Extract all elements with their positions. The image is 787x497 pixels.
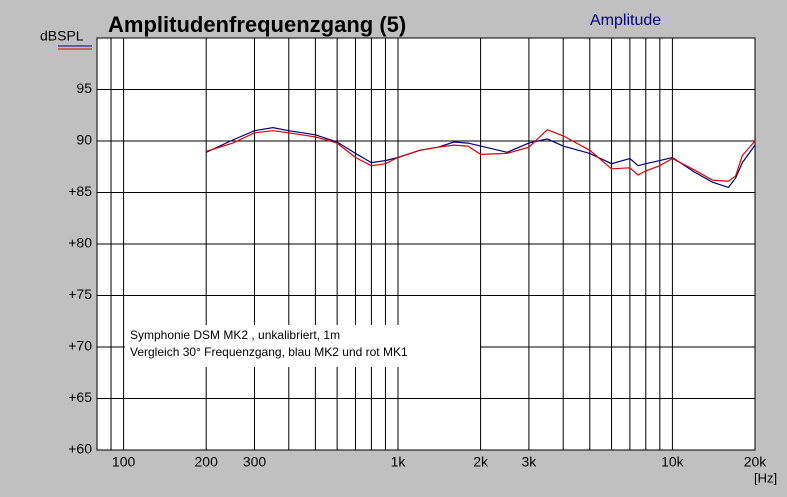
plot-border xyxy=(96,37,756,451)
y-tick-label: 90 xyxy=(76,132,92,148)
y-tick-label: +65 xyxy=(68,389,92,405)
x-tick-label: 20k xyxy=(744,454,768,470)
subtitle: Amplitude xyxy=(590,12,661,29)
y-tick-label: +60 xyxy=(68,441,92,457)
series-line xyxy=(206,129,756,182)
x-tick-label: 2k xyxy=(473,454,489,470)
y-axis-label: dBSPL xyxy=(40,28,84,44)
annotation: Symphonie DSM MK2 , unkalibriert, 1m xyxy=(130,328,340,342)
x-tick-label: 100 xyxy=(112,454,136,470)
x-axis-label: [Hz] xyxy=(754,470,777,485)
annotation-box xyxy=(125,325,480,367)
x-tick-label: 10k xyxy=(661,454,685,470)
x-tick-label: 1k xyxy=(391,454,407,470)
chart-title: Amplitudenfrequenzgang (5) xyxy=(108,12,406,37)
series-line xyxy=(205,126,756,189)
y-tick-label: +85 xyxy=(68,183,92,199)
x-tick-label: 300 xyxy=(243,454,267,470)
annotation: Vergleich 30° Frequenzgang, blau MK2 und… xyxy=(130,345,408,359)
y-tick-label: +75 xyxy=(68,286,92,302)
y-tick-label: +80 xyxy=(68,235,92,251)
y-tick-label: 95 xyxy=(76,80,92,96)
x-tick-label: 200 xyxy=(195,454,219,470)
y-tick-label: +70 xyxy=(68,338,92,354)
x-tick-label: 3k xyxy=(522,454,538,470)
